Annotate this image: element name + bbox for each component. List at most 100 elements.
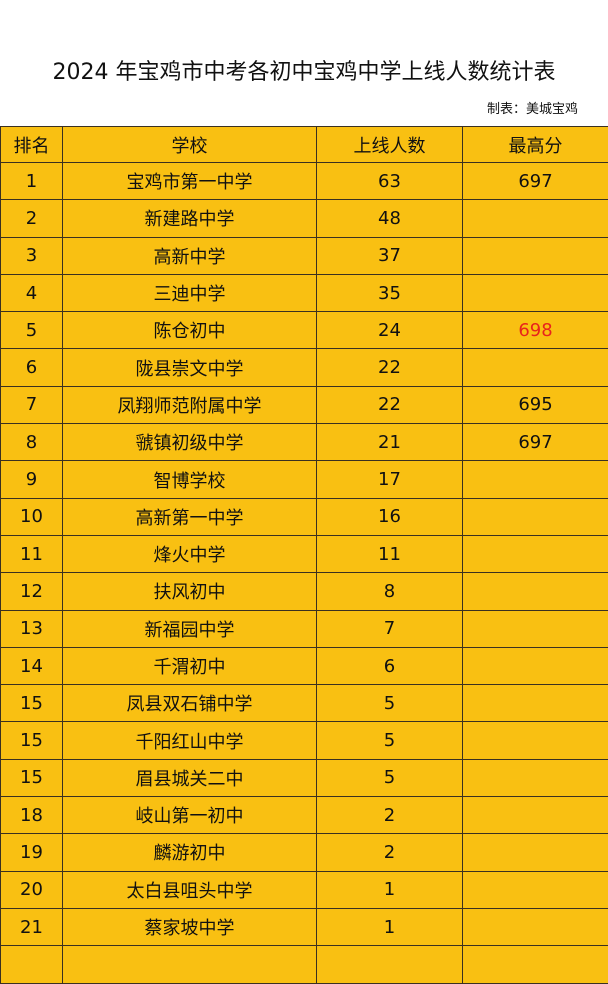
top-score-cell <box>463 871 608 908</box>
school-cell: 麟游初中 <box>63 834 317 871</box>
rank-cell: 21 <box>1 908 63 945</box>
count-cell: 7 <box>317 610 463 647</box>
count-cell: 37 <box>317 237 463 274</box>
school-cell: 蔡家坡中学 <box>63 908 317 945</box>
school-cell: 三迪中学 <box>63 274 317 311</box>
count-cell: 22 <box>317 349 463 386</box>
count-cell: 22 <box>317 386 463 423</box>
top-score-cell: 698 <box>463 312 608 349</box>
school-cell: 高新中学 <box>63 237 317 274</box>
credit: 制表：美城宝鸡 <box>487 98 578 117</box>
rank-cell: 10 <box>1 498 63 535</box>
count-cell: 21 <box>317 424 463 461</box>
school-cell: 千阳红山中学 <box>63 722 317 759</box>
top-score-cell: 697 <box>463 163 608 200</box>
school-cell: 陇县崇文中学 <box>63 349 317 386</box>
top-score-cell <box>463 797 608 834</box>
empty-cell <box>463 946 608 983</box>
count-cell: 1 <box>317 908 463 945</box>
rank-cell: 1 <box>1 163 63 200</box>
school-cell: 新福园中学 <box>63 610 317 647</box>
rank-cell: 6 <box>1 349 63 386</box>
rank-cell: 20 <box>1 871 63 908</box>
school-cell: 新建路中学 <box>63 200 317 237</box>
count-cell: 17 <box>317 461 463 498</box>
count-cell: 11 <box>317 535 463 572</box>
top-score-cell <box>463 908 608 945</box>
empty-cell <box>1 946 63 983</box>
top-score-cell <box>463 200 608 237</box>
school-cell: 高新第一中学 <box>63 498 317 535</box>
top-score-cell <box>463 498 608 535</box>
school-cell: 虢镇初级中学 <box>63 424 317 461</box>
count-cell: 1 <box>317 871 463 908</box>
top-score-cell <box>463 535 608 572</box>
rank-cell: 7 <box>1 386 63 423</box>
count-cell: 35 <box>317 274 463 311</box>
school-cell: 眉县城关二中 <box>63 759 317 796</box>
count-cell: 8 <box>317 573 463 610</box>
count-cell: 48 <box>317 200 463 237</box>
top-score-cell <box>463 237 608 274</box>
top-score-cell <box>463 461 608 498</box>
top-score-cell <box>463 834 608 871</box>
count-cell: 2 <box>317 797 463 834</box>
top-score-cell <box>463 685 608 722</box>
school-cell: 千渭初中 <box>63 647 317 684</box>
count-cell: 5 <box>317 759 463 796</box>
top-score-cell <box>463 349 608 386</box>
top-score-cell: 695 <box>463 386 608 423</box>
title: 2024 年宝鸡市中考各初中宝鸡中学上线人数统计表 <box>0 54 608 86</box>
count-cell: 24 <box>317 312 463 349</box>
column-header: 最高分 <box>463 127 608 163</box>
rank-cell: 12 <box>1 573 63 610</box>
top-score-cell <box>463 759 608 796</box>
school-cell: 烽火中学 <box>63 535 317 572</box>
top-score-cell <box>463 610 608 647</box>
empty-cell <box>63 946 317 983</box>
column-header: 学校 <box>63 127 317 163</box>
count-cell: 6 <box>317 647 463 684</box>
rank-cell: 13 <box>1 610 63 647</box>
rank-cell: 2 <box>1 200 63 237</box>
column-header: 排名 <box>1 127 63 163</box>
school-cell: 太白县咀头中学 <box>63 871 317 908</box>
top-score-cell: 697 <box>463 424 608 461</box>
rank-cell: 15 <box>1 722 63 759</box>
school-cell: 陈仓初中 <box>63 312 317 349</box>
school-cell: 扶风初中 <box>63 573 317 610</box>
top-score-cell <box>463 647 608 684</box>
top-score-cell <box>463 274 608 311</box>
column-header: 上线人数 <box>317 127 463 163</box>
school-cell: 宝鸡市第一中学 <box>63 163 317 200</box>
count-cell: 16 <box>317 498 463 535</box>
rank-cell: 19 <box>1 834 63 871</box>
school-cell: 智博学校 <box>63 461 317 498</box>
rank-cell: 18 <box>1 797 63 834</box>
rank-cell: 5 <box>1 312 63 349</box>
school-cell: 岐山第一初中 <box>63 797 317 834</box>
rank-cell: 9 <box>1 461 63 498</box>
school-cell: 凤翔师范附属中学 <box>63 386 317 423</box>
rank-cell: 14 <box>1 647 63 684</box>
school-cell: 凤县双石铺中学 <box>63 685 317 722</box>
rank-cell: 8 <box>1 424 63 461</box>
rank-cell: 15 <box>1 685 63 722</box>
